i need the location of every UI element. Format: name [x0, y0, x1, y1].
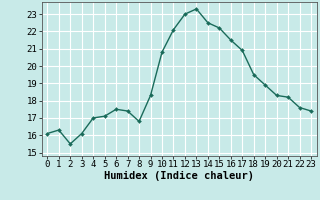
X-axis label: Humidex (Indice chaleur): Humidex (Indice chaleur)	[104, 171, 254, 181]
